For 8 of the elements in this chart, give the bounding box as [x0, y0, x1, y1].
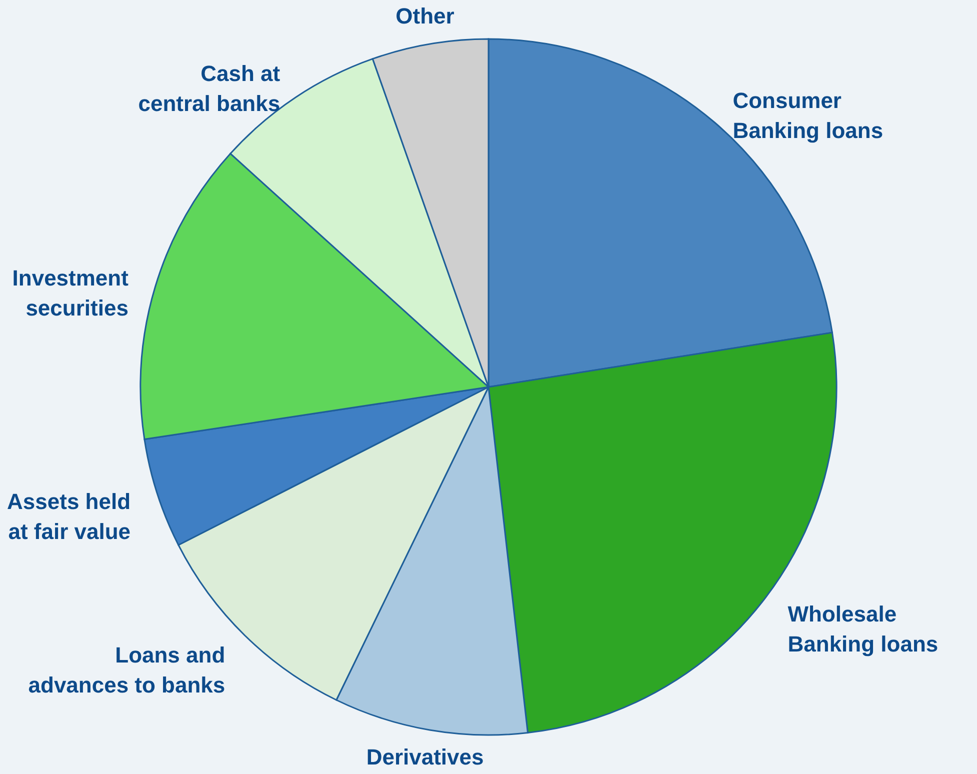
slice-label: Assets held at fair value	[7, 489, 131, 544]
slice-label: Investment securities	[12, 266, 130, 321]
slice-label: Wholesale Banking loans	[788, 602, 938, 657]
slice-label: Other	[396, 3, 455, 28]
slice-label: Loans and advances to banks	[28, 642, 226, 698]
slice-label: Cash at central banks	[138, 61, 281, 116]
slice-label: Derivatives	[366, 744, 484, 770]
slice-label: Consumer Banking loans	[732, 88, 884, 144]
